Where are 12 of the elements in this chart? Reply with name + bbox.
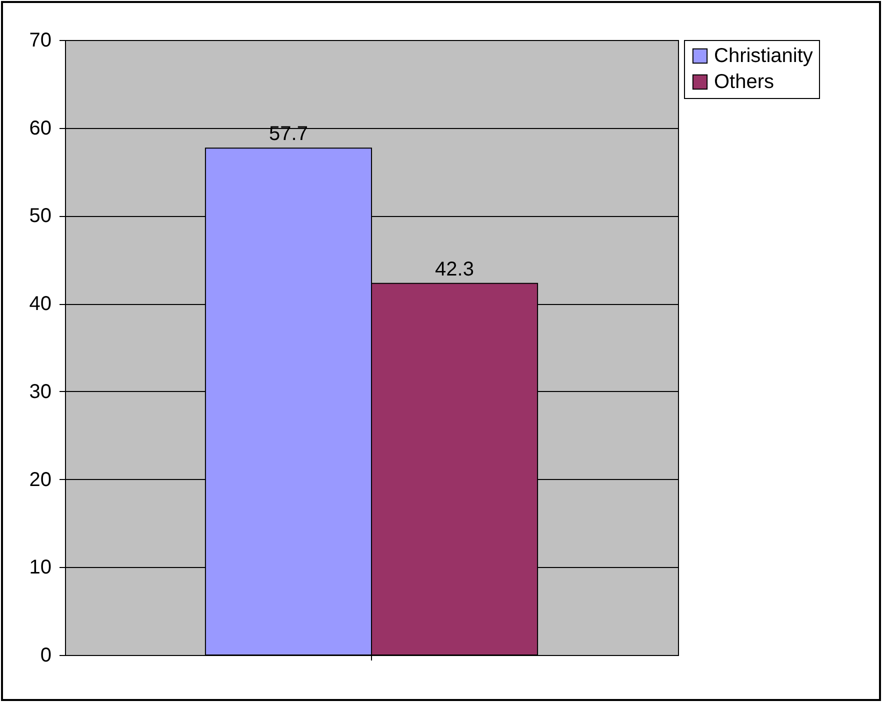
y-tick-label: 50: [29, 205, 52, 228]
data-label: 42.3: [435, 258, 474, 280]
y-tick-label: 20: [29, 468, 52, 491]
y-tick-label: 30: [29, 380, 52, 403]
legend-label: Christianity: [714, 45, 813, 67]
y-tick-label: 60: [29, 117, 52, 140]
y-tick-label: 10: [29, 556, 52, 579]
y-tick-label: 0: [40, 644, 52, 666]
legend-label: Others: [714, 71, 774, 93]
y-tick-label: 70: [29, 30, 52, 52]
y-tick-label: 40: [29, 293, 52, 316]
data-label: 57.7: [269, 123, 308, 146]
